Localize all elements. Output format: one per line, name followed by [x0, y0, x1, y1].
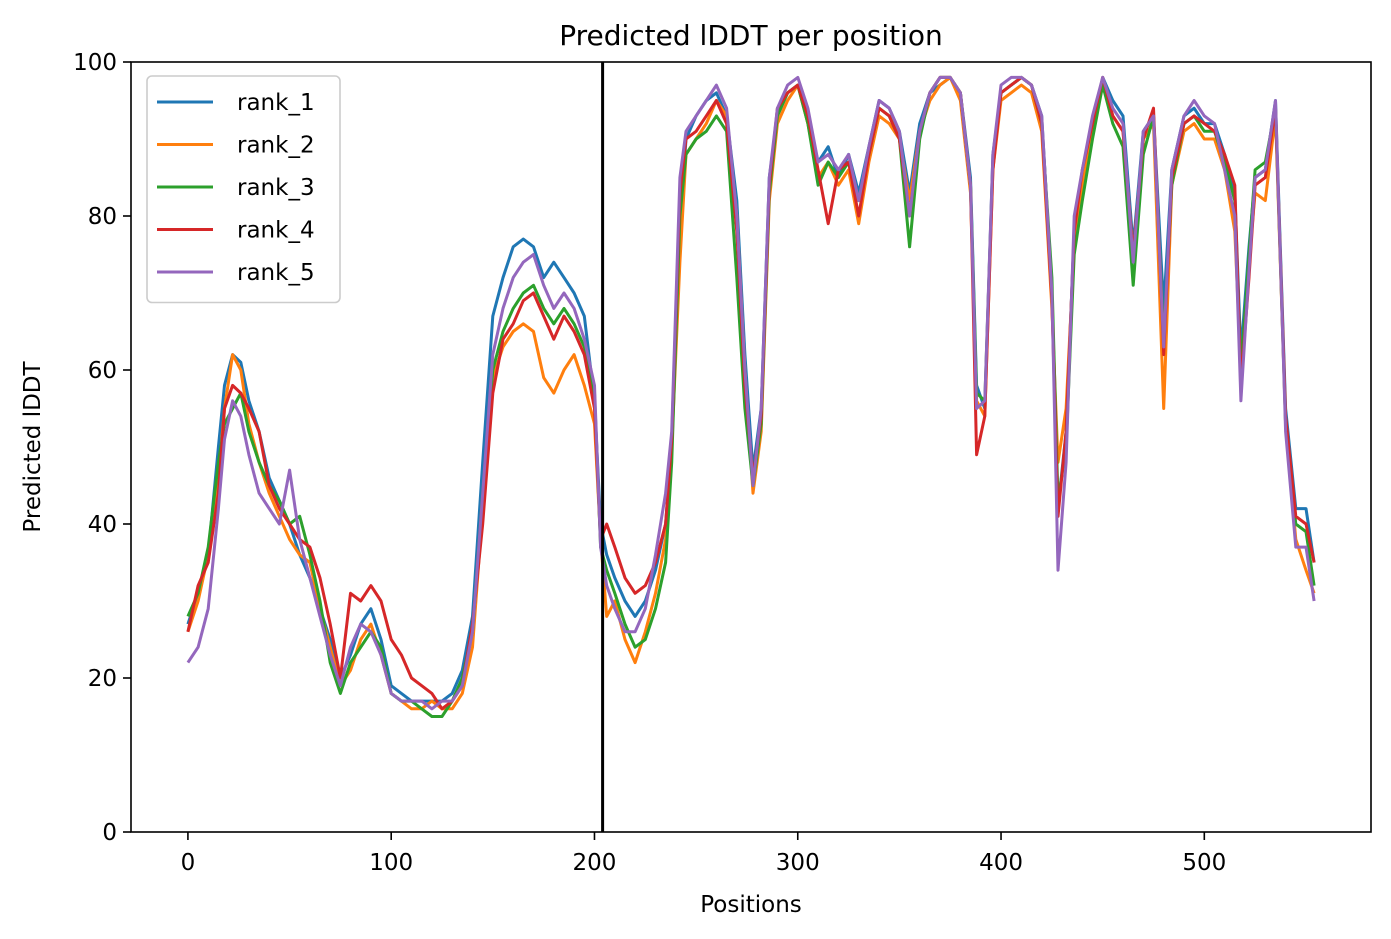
chart-title: Predicted lDDT per position	[559, 19, 943, 52]
y-axis: 0 20 40 60 80 100	[73, 50, 131, 846]
x-tick-label: 0	[181, 850, 196, 876]
x-axis: 0 100 200 300 400 500	[181, 832, 1226, 876]
x-tick-label: 400	[979, 850, 1023, 876]
legend-label-rank_1: rank_1	[237, 90, 315, 116]
plot-frame	[130, 61, 1372, 833]
legend-label-rank_3: rank_3	[237, 175, 315, 201]
plot-area	[130, 61, 1372, 833]
y-tick-label: 20	[88, 666, 117, 692]
legend: rank_1 rank_2 rank_3 rank_4 rank_5	[146, 75, 341, 304]
y-axis-label: Predicted lDDT	[20, 360, 46, 532]
legend-label-rank_2: rank_2	[237, 133, 315, 159]
legend-box	[146, 75, 341, 304]
y-tick-label: 80	[88, 204, 117, 230]
y-tick-label: 100	[73, 50, 117, 76]
legend-label-rank_4: rank_4	[237, 218, 315, 244]
y-tick-label: 60	[88, 358, 117, 384]
x-tick-label: 100	[369, 850, 413, 876]
series-lines	[186, 75, 1316, 718]
y-tick-label: 0	[102, 820, 117, 846]
legend-label-rank_5: rank_5	[237, 260, 315, 286]
y-tick-label: 40	[88, 512, 117, 538]
x-tick-label: 200	[573, 850, 617, 876]
x-axis-label: Positions	[700, 892, 802, 918]
x-tick-label: 500	[1182, 850, 1226, 876]
x-tick-label: 300	[776, 850, 820, 876]
series-line-rank_5	[186, 75, 1316, 711]
